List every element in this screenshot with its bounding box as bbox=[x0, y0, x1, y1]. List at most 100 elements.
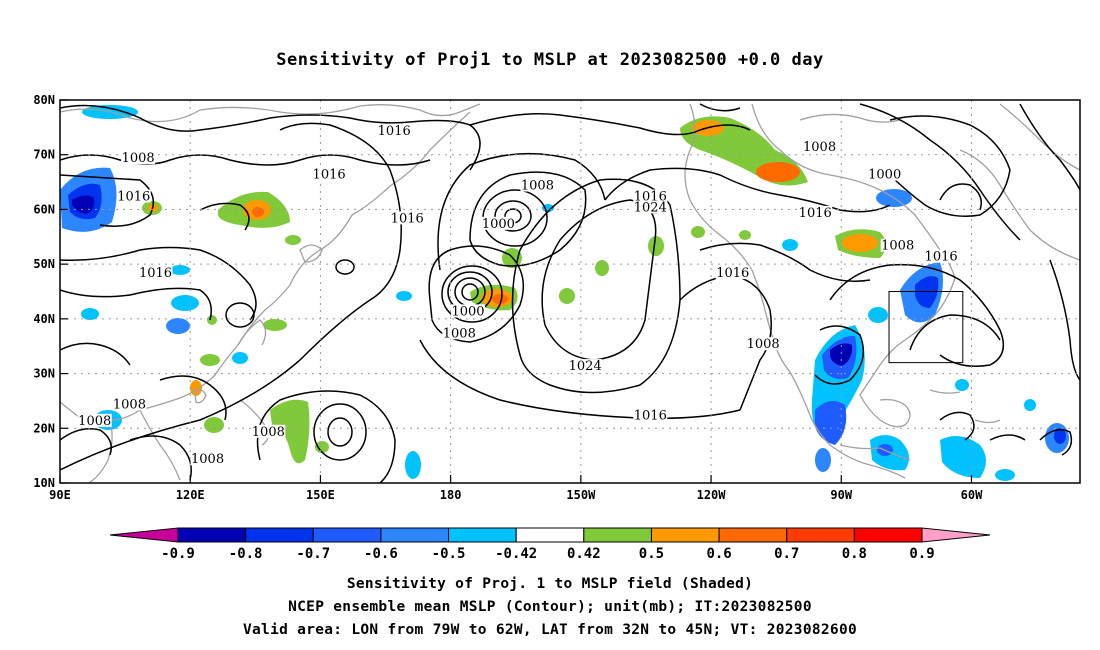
contour-label-bg bbox=[116, 189, 151, 203]
sensitivity-shading bbox=[60, 105, 1069, 481]
legend-swatch bbox=[853, 527, 923, 543]
contour-label: 1008 bbox=[78, 414, 111, 429]
lon-label: 60W bbox=[961, 488, 983, 502]
contour-label-bg bbox=[451, 304, 485, 318]
legend-swatch bbox=[786, 527, 855, 543]
legend-label: 0.5 bbox=[639, 546, 664, 562]
legend-low-triangle bbox=[109, 527, 179, 543]
lat-label: 70N bbox=[33, 148, 55, 162]
contour-label-bg bbox=[138, 266, 173, 280]
valid-area-box bbox=[888, 291, 964, 364]
contour-label-bg bbox=[924, 249, 959, 263]
lon-label: 90E bbox=[49, 488, 71, 502]
contour-label-bg bbox=[377, 123, 412, 137]
contour-label: 1016 bbox=[378, 124, 411, 139]
contour-label-bg bbox=[251, 424, 286, 438]
contour-label-bg bbox=[520, 178, 555, 192]
contour-label-bg bbox=[867, 167, 902, 181]
lon-label: 120W bbox=[697, 488, 727, 502]
contour-label: 1008 bbox=[252, 425, 285, 440]
contour-label: 1000 bbox=[482, 217, 515, 232]
contour-label: 1008 bbox=[113, 397, 146, 412]
contour-label: 1008 bbox=[122, 151, 155, 166]
lat-label: 30N bbox=[33, 367, 55, 381]
contour-label: 1016 bbox=[634, 408, 667, 423]
map-title: Sensitivity of Proj1 to MSLP at 20230825… bbox=[276, 50, 824, 70]
contour-label-bg bbox=[121, 151, 156, 165]
contour-label-bg bbox=[390, 211, 425, 225]
contour-label: 1016 bbox=[716, 266, 749, 281]
legend-swatch bbox=[448, 527, 517, 543]
contour-label: 1008 bbox=[803, 140, 836, 155]
legend-swatch bbox=[245, 527, 314, 543]
contour-label-bg bbox=[112, 397, 147, 411]
lon-label: 120E bbox=[176, 488, 205, 502]
legend-swatch bbox=[380, 527, 450, 543]
contour-label-bg bbox=[880, 238, 915, 252]
contour-label: 1016 bbox=[391, 211, 424, 226]
legend-label: 0.7 bbox=[774, 546, 799, 562]
legend-label: -0.8 bbox=[229, 546, 263, 562]
contour-label: 1008 bbox=[747, 337, 780, 352]
contour-label-bg bbox=[481, 216, 516, 230]
legend-swatch bbox=[515, 527, 585, 543]
lat-label: 40N bbox=[33, 312, 55, 326]
contour-label: 1016 bbox=[117, 189, 150, 204]
contour-label: 1008 bbox=[443, 326, 476, 341]
lat-label: 60N bbox=[33, 202, 55, 216]
legend-label: -0.9 bbox=[161, 546, 195, 562]
legend-swatch bbox=[650, 527, 720, 543]
contour-label-bg bbox=[633, 189, 668, 203]
contour-label-bg bbox=[798, 205, 833, 219]
legend-label: 0.9 bbox=[909, 546, 934, 562]
caption-valid-area: Valid area: LON from 79W to 62W, LAT fro… bbox=[242, 622, 858, 638]
legend-label: -0.42 bbox=[495, 546, 537, 562]
contour-label: 1000 bbox=[451, 304, 484, 319]
contour-label: 1016 bbox=[139, 266, 172, 281]
lon-label: 180 bbox=[440, 488, 462, 502]
contour-label-bg bbox=[190, 452, 225, 466]
contour-labels: 1016 1008 1016 1008 1016 1016 1016 1024 1008 1000… bbox=[77, 123, 959, 467]
legend-label: 0.6 bbox=[706, 546, 731, 562]
lon-label: 150E bbox=[306, 488, 335, 502]
legend-swatch bbox=[583, 527, 652, 543]
contour-label: 1024 bbox=[634, 200, 667, 215]
lat-label: 10N bbox=[33, 476, 55, 490]
lat-label: 50N bbox=[33, 257, 55, 271]
contour-label-bg bbox=[715, 266, 750, 280]
caption-shaded: Sensitivity of Proj. 1 to MSLP field (Sh… bbox=[346, 576, 754, 592]
contour-label: 1000 bbox=[868, 168, 901, 183]
map-grid bbox=[60, 100, 1080, 483]
legend-label: -0.5 bbox=[432, 546, 466, 562]
contour-label: 1024 bbox=[569, 359, 602, 374]
contour-label-bg bbox=[312, 167, 347, 181]
contour-label: 1016 bbox=[799, 206, 832, 221]
caption-contour: NCEP ensemble mean MSLP (Contour); unit(… bbox=[288, 599, 812, 615]
lat-label: 20N bbox=[33, 421, 55, 435]
contour-label-bg bbox=[802, 140, 837, 154]
legend-label: -0.7 bbox=[296, 546, 330, 562]
contour-label: 1008 bbox=[881, 239, 914, 254]
legend-label: 0.42 bbox=[567, 546, 601, 562]
contour-label-bg bbox=[746, 337, 781, 351]
contour-label-bg bbox=[633, 408, 668, 422]
legend-high-triangle bbox=[921, 527, 991, 543]
contour-label-bg bbox=[77, 413, 112, 427]
legend-swatch bbox=[312, 527, 382, 543]
contour-label: 1016 bbox=[925, 250, 958, 265]
caption-block: Sensitivity of Proj. 1 to MSLP field (Sh… bbox=[0, 573, 1100, 642]
contour-label: 1008 bbox=[191, 452, 224, 467]
contour-label-bg bbox=[633, 200, 668, 214]
map-frame bbox=[59, 99, 1081, 484]
lat-label: 80N bbox=[33, 93, 55, 107]
color-legend: -0.9 -0.8 -0.7 -0.6 -0.5 -0.42 0.42 0.5 0.6 0.7 0.… bbox=[109, 527, 991, 562]
lon-label: 150W bbox=[566, 488, 596, 502]
legend-label: 0.8 bbox=[842, 546, 867, 562]
longitude-axis: 90E 120E 150E 180 150W 120W 90W 60W bbox=[49, 475, 983, 502]
contour-label-bg bbox=[568, 359, 603, 373]
contour-label: 1008 bbox=[521, 179, 554, 194]
legend-swatch bbox=[718, 527, 788, 543]
latitude-axis: 80N 70N 60N 50N 40N 30N 20N 10N bbox=[33, 93, 68, 490]
contour-label: 1016 bbox=[313, 168, 346, 183]
